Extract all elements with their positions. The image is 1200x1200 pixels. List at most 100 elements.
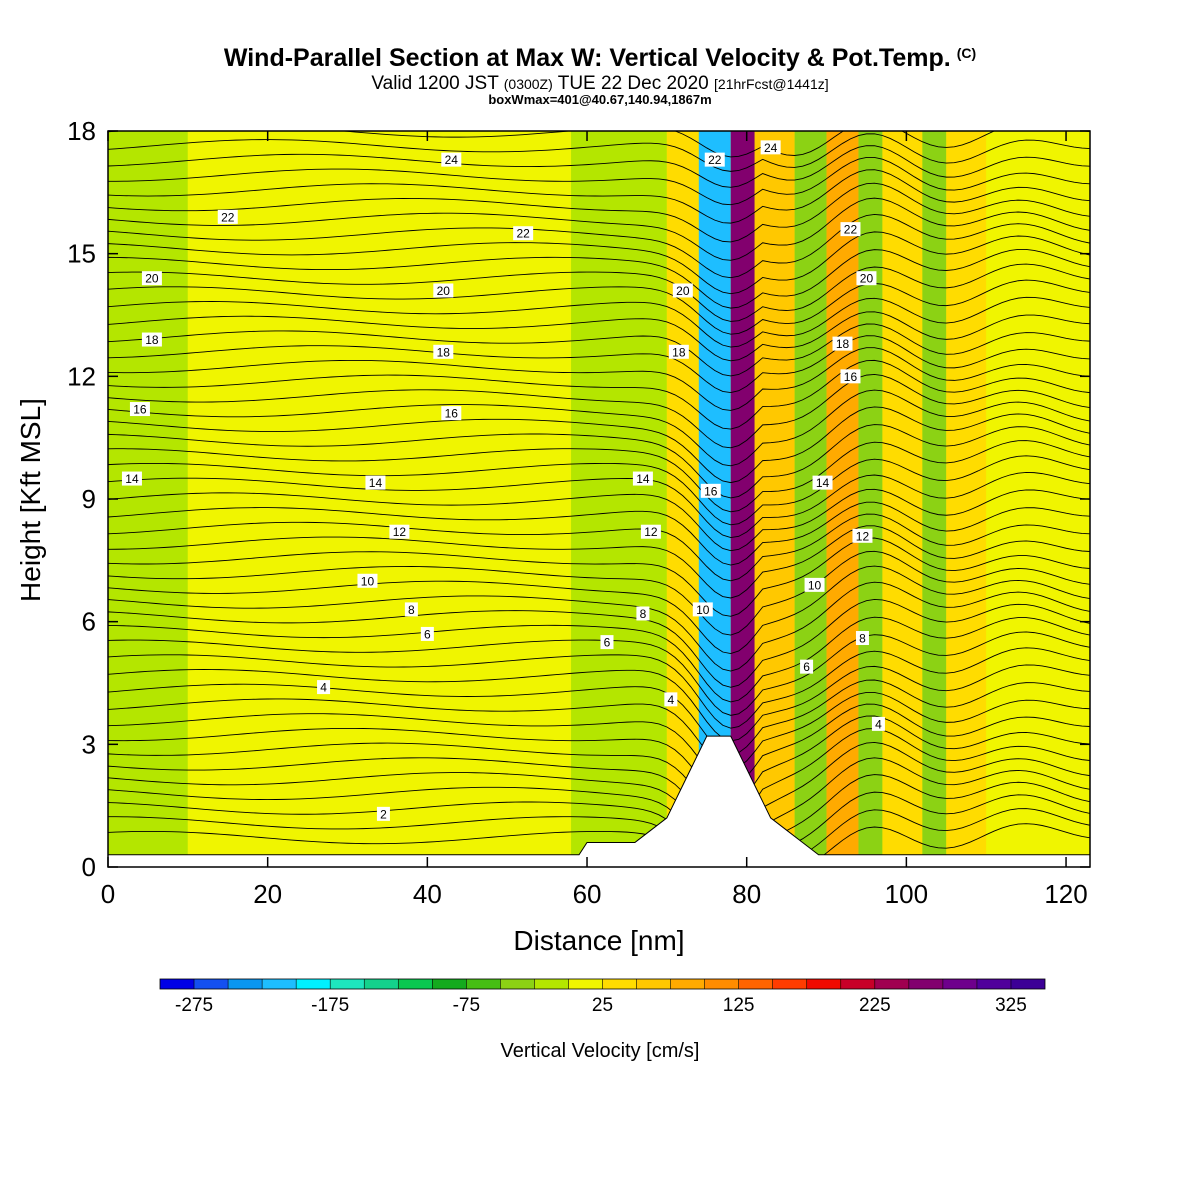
field-band-15	[986, 131, 1090, 867]
valid-date: TUE 22 Dec 2020	[557, 73, 709, 94]
copyright-mark: (C)	[956, 45, 977, 61]
theta-label-23: 16	[840, 369, 861, 384]
theta-label-bg	[357, 573, 378, 588]
theta-contour-line	[108, 808, 1090, 867]
theta-label-text: 18	[672, 345, 686, 359]
theta-label-text: 20	[860, 272, 874, 286]
theta-label-35: 22	[840, 222, 861, 237]
theta-label-text: 6	[424, 627, 431, 641]
x-tick-label: 20	[253, 879, 282, 909]
theta-label-text: 10	[808, 578, 822, 592]
field-band-1	[187, 131, 308, 867]
theta-label-text: 24	[445, 153, 459, 167]
theta-label-text: 22	[708, 153, 722, 167]
theta-contour-line	[108, 335, 1090, 393]
theta-contour-line	[108, 679, 1090, 756]
valid-time-utc: (0300Z)	[503, 76, 553, 92]
colorbar-swatch	[228, 979, 263, 989]
colorbar-tick-label: -275	[175, 995, 213, 1016]
theta-label-text: 18	[836, 337, 850, 351]
colorbar-swatch	[806, 979, 841, 989]
theta-contour-line	[108, 214, 1090, 279]
theta-label-bg	[600, 635, 614, 650]
colorbar-swatch	[602, 979, 637, 989]
valid-time-prefix: Valid 1200 JST	[371, 73, 499, 94]
theta-label-bg	[636, 606, 650, 621]
theta-label-text: 10	[696, 603, 710, 617]
theta-label-text: 20	[437, 284, 451, 298]
theta-label-34: 22	[704, 152, 725, 167]
colorbar-swatch	[670, 979, 705, 989]
theta-contour-line	[108, 757, 1090, 860]
theta-label-bg	[856, 271, 877, 286]
theta-label-bg	[852, 528, 873, 543]
theta-label-bg	[141, 271, 162, 286]
x-tick-label: 60	[573, 879, 602, 909]
theta-contour-line	[108, 347, 1090, 411]
theta-contour-line	[108, 550, 1090, 636]
colorbar-tick-label: 25	[592, 995, 613, 1016]
y-tick-label: 18	[67, 116, 96, 146]
colorbar-swatch	[874, 979, 909, 989]
theta-contour-line	[108, 455, 1090, 526]
field-band-8	[754, 131, 795, 867]
theta-label-text: 18	[145, 333, 159, 347]
field-band-10	[826, 131, 859, 867]
theta-label-bg	[804, 577, 825, 592]
colorbar-swatch	[738, 979, 773, 989]
field-band-14	[946, 131, 987, 867]
theta-contour-line	[108, 424, 1090, 499]
theta-label-bg	[855, 631, 869, 646]
theta-label-9: 8	[855, 631, 869, 646]
theta-contour-line	[108, 374, 1090, 449]
theta-label-text: 22	[516, 227, 530, 241]
y-tick-label: 0	[82, 852, 96, 882]
colorbar-swatch	[500, 979, 535, 989]
field-band-4	[571, 131, 667, 867]
theta-label-11: 10	[692, 602, 713, 617]
theta-label-27: 18	[832, 336, 853, 351]
colorbar-label: Vertical Velocity [cm/s]	[501, 1040, 700, 1062]
theta-label-28: 20	[141, 271, 162, 286]
colorbar-tick-label: 325	[995, 995, 1027, 1016]
theta-label-36: 24	[441, 152, 462, 167]
x-tick-label: 40	[413, 879, 442, 909]
chart-title-text: Wind-Parallel Section at Max W: Vertical…	[223, 44, 951, 72]
theta-label-1: 4	[317, 680, 331, 695]
theta-label-bg	[640, 524, 661, 539]
theta-label-5: 6	[600, 635, 614, 650]
theta-contour-line	[108, 791, 1090, 867]
theta-label-bg	[692, 602, 713, 617]
vertical-velocity-field	[108, 131, 1090, 867]
theta-label-text: 6	[604, 636, 611, 650]
theta-label-bg	[121, 471, 142, 486]
theta-label-text: 14	[125, 472, 139, 486]
theta-contour-line	[108, 715, 1090, 805]
theta-label-bg	[871, 716, 885, 731]
theta-label-text: 4	[875, 717, 882, 731]
theta-label-bg	[420, 626, 434, 641]
colorbar: -275 -175 -75 25 125 225 325	[159, 978, 1046, 1016]
theta-label-text: 8	[640, 607, 647, 621]
theta-contour-line	[108, 501, 1090, 566]
theta-label-bg	[832, 336, 853, 351]
theta-label-text: 6	[803, 660, 810, 674]
theta-contour-line	[108, 525, 1090, 599]
colorbar-swatch	[330, 979, 365, 989]
theta-label-bg	[672, 283, 693, 298]
theta-label-14: 12	[640, 524, 661, 539]
colorbar-swatch	[432, 979, 467, 989]
theta-contour-line	[108, 703, 1090, 787]
theta-label-33: 22	[513, 226, 534, 241]
theta-label-bg	[668, 344, 689, 359]
theta-contour-line	[108, 279, 1090, 335]
theta-label-bg	[441, 406, 462, 421]
theta-label-text: 14	[369, 476, 383, 490]
theta-label-4: 6	[420, 626, 434, 641]
colorbar-swatch	[296, 979, 331, 989]
theta-label-25: 18	[433, 344, 454, 359]
theta-contour-line	[108, 133, 1090, 172]
x-tick-label: 120	[1044, 879, 1087, 909]
y-tick-label: 12	[67, 361, 96, 391]
theta-contour-line	[108, 616, 1090, 703]
